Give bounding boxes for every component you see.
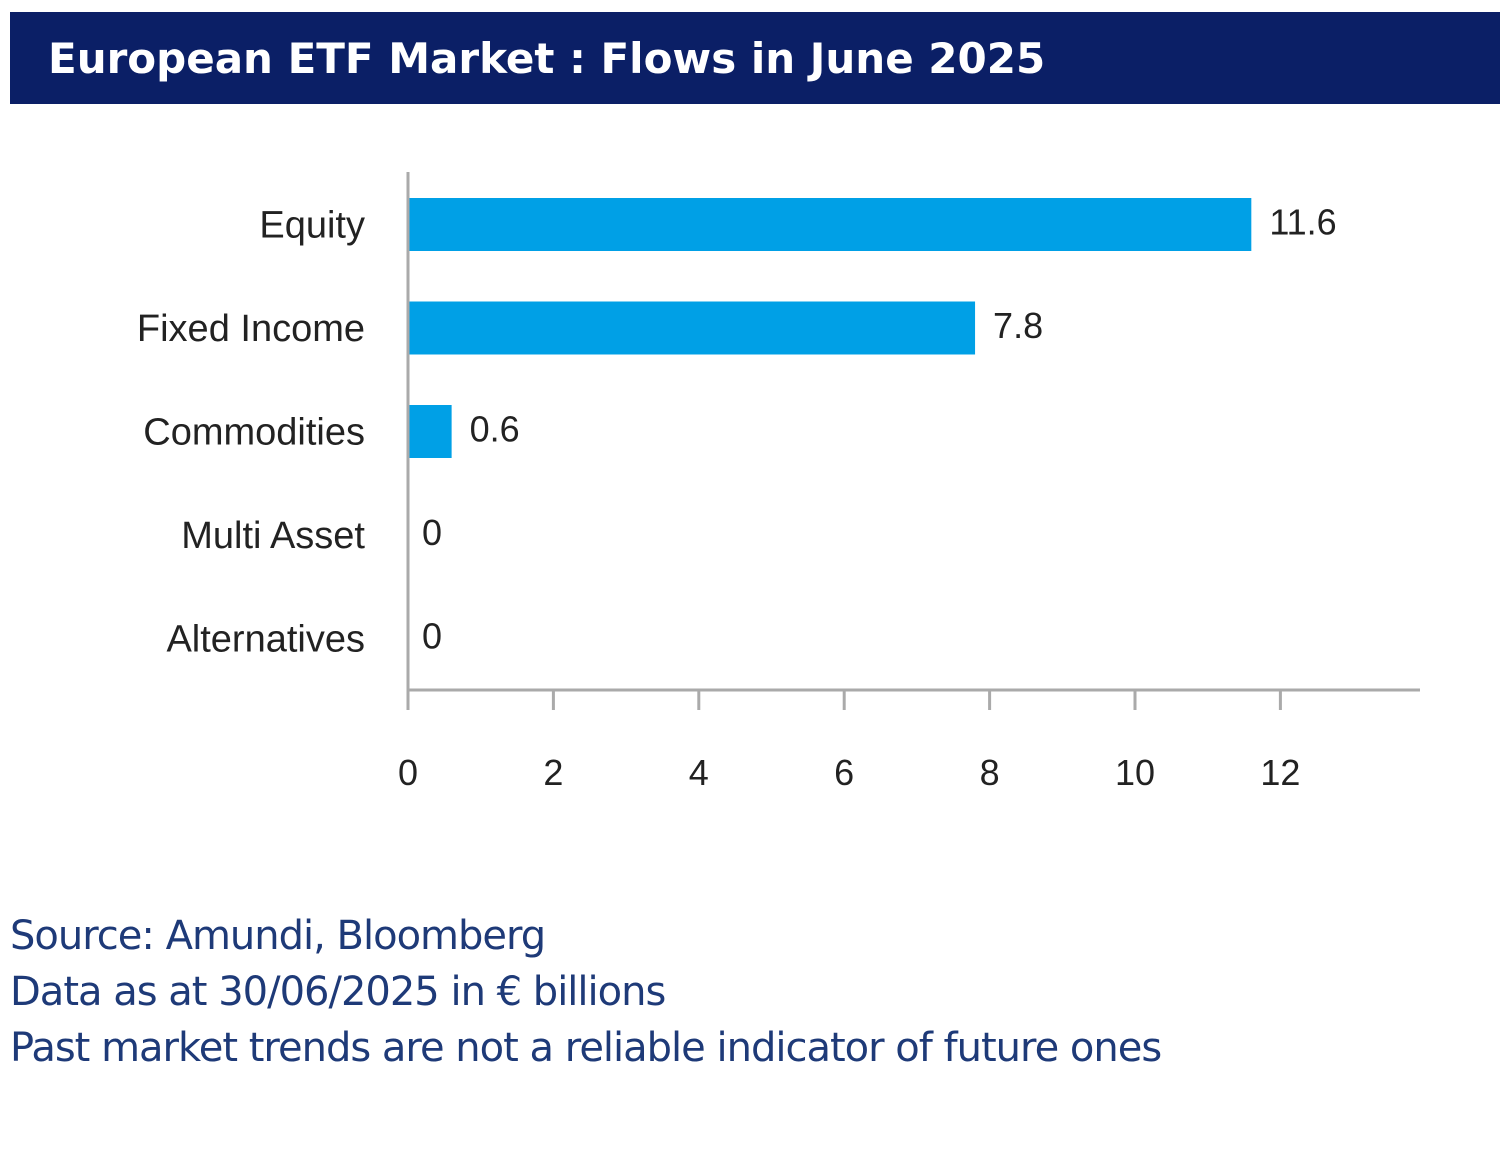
category-label-equity: Equity [259, 205, 365, 247]
value-label-multi-asset: 0 [422, 512, 442, 553]
bar-equity [408, 198, 1252, 251]
source-note: Source: Amundi, Bloomberg [10, 913, 546, 959]
value-label-fixed-income: 7.8 [993, 305, 1043, 346]
category-label-commodities: Commodities [143, 412, 365, 454]
bars-group [408, 198, 1252, 458]
value-label-alternatives: 0 [422, 616, 442, 657]
value-label-equity: 11.6 [1269, 202, 1336, 243]
category-label-multi-asset: Multi Asset [181, 515, 365, 557]
axes-group [406, 172, 1420, 710]
labels-group: Equity 11.6 Fixed Income 7.8 Commodities 0.6 M… [137, 202, 1337, 794]
bar-chart: Equity 11.6 Fixed Income 7.8 Commodities 0.6 M… [137, 172, 1420, 794]
data-date-note: Data as at 30/06/2025 in € billions [10, 969, 666, 1015]
x-tick-label-0: 0 [398, 752, 418, 793]
x-tick-label-12: 12 [1260, 752, 1300, 793]
chart-title: European ETF Market : Flows in June 2025 [48, 33, 1046, 83]
value-label-commodities: 0.6 [470, 409, 520, 450]
bar-fixed-income [408, 301, 976, 355]
x-tick-label-6: 6 [834, 752, 854, 793]
bar-commodities [408, 405, 452, 458]
title-bar: European ETF Market : Flows in June 2025 [10, 12, 1500, 104]
disclaimer-note: Past market trends are not a reliable in… [10, 1025, 1162, 1071]
footer-notes: Source: Amundi, Bloomberg Data as at 30/… [10, 908, 1490, 1076]
x-tick-label-2: 2 [543, 752, 563, 793]
category-label-alternatives: Alternatives [166, 619, 365, 661]
x-tick-label-8: 8 [980, 752, 1000, 793]
x-tick-label-4: 4 [689, 752, 709, 793]
category-label-fixed-income: Fixed Income [137, 308, 365, 350]
x-tick-label-10: 10 [1115, 752, 1155, 793]
